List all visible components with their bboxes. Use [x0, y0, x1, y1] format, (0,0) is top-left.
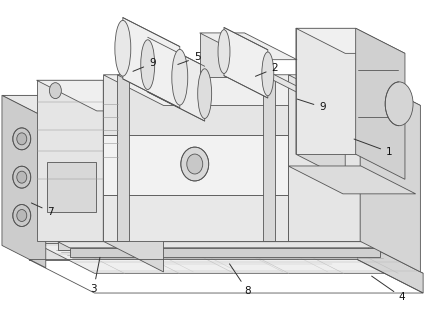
Polygon shape	[209, 227, 397, 250]
Polygon shape	[289, 75, 420, 105]
Polygon shape	[44, 227, 189, 243]
Text: 4: 4	[372, 276, 405, 302]
Text: 9: 9	[297, 99, 326, 112]
Polygon shape	[296, 28, 345, 179]
Polygon shape	[2, 95, 46, 268]
Ellipse shape	[49, 83, 61, 99]
Ellipse shape	[13, 128, 31, 150]
Polygon shape	[289, 75, 360, 241]
Polygon shape	[148, 37, 205, 121]
Polygon shape	[36, 80, 103, 241]
Ellipse shape	[181, 147, 209, 181]
Polygon shape	[103, 135, 289, 195]
Polygon shape	[103, 195, 289, 241]
Text: 5: 5	[178, 52, 200, 64]
Polygon shape	[288, 166, 416, 194]
Text: 8: 8	[230, 264, 251, 296]
Polygon shape	[200, 33, 297, 60]
Polygon shape	[356, 28, 405, 179]
Polygon shape	[58, 242, 381, 248]
Polygon shape	[29, 240, 357, 260]
Polygon shape	[36, 80, 163, 111]
Polygon shape	[209, 227, 353, 243]
Polygon shape	[103, 80, 163, 272]
Polygon shape	[262, 75, 274, 241]
Ellipse shape	[218, 30, 230, 74]
Text: 9: 9	[133, 59, 155, 71]
Ellipse shape	[13, 166, 31, 188]
Text: 3: 3	[90, 257, 100, 294]
Polygon shape	[224, 28, 268, 98]
Ellipse shape	[198, 69, 212, 118]
Ellipse shape	[17, 171, 27, 183]
Polygon shape	[262, 75, 335, 105]
Polygon shape	[44, 227, 233, 250]
Ellipse shape	[262, 52, 274, 96]
Ellipse shape	[115, 20, 131, 76]
Polygon shape	[103, 75, 349, 105]
Polygon shape	[58, 242, 368, 251]
Polygon shape	[200, 33, 245, 77]
Polygon shape	[117, 75, 190, 105]
Polygon shape	[2, 95, 45, 245]
Polygon shape	[360, 75, 420, 272]
Ellipse shape	[17, 133, 27, 145]
Polygon shape	[296, 28, 356, 154]
Polygon shape	[47, 162, 96, 212]
Polygon shape	[296, 28, 405, 53]
Ellipse shape	[172, 49, 188, 105]
Polygon shape	[123, 18, 180, 108]
Ellipse shape	[141, 40, 155, 90]
Polygon shape	[70, 248, 381, 257]
Polygon shape	[117, 75, 129, 241]
Polygon shape	[103, 75, 289, 135]
Polygon shape	[2, 95, 89, 118]
Ellipse shape	[187, 154, 203, 174]
Polygon shape	[357, 240, 423, 293]
Ellipse shape	[385, 82, 413, 126]
Text: 7: 7	[32, 203, 54, 217]
Text: 1: 1	[354, 139, 392, 157]
Text: 2: 2	[255, 63, 278, 76]
Ellipse shape	[17, 210, 27, 221]
Polygon shape	[29, 240, 423, 273]
Ellipse shape	[13, 204, 31, 227]
